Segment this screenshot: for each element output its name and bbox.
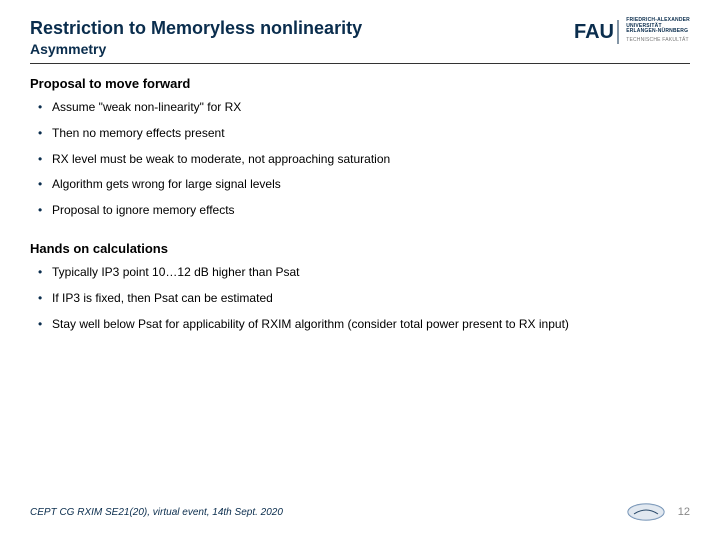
bullet-list: Typically IP3 point 10…12 dB higher than… bbox=[30, 264, 690, 332]
section-heading: Hands on calculations bbox=[30, 241, 690, 256]
page-number: 12 bbox=[678, 506, 690, 518]
list-item: Then no memory effects present bbox=[30, 125, 690, 142]
slide-subtitle: Asymmetry bbox=[30, 41, 574, 57]
list-item: RX level must be weak to moderate, not a… bbox=[30, 151, 690, 168]
footer: CEPT CG RXIM SE21(20), virtual event, 14… bbox=[30, 502, 690, 522]
footer-right: 12 bbox=[626, 502, 690, 522]
bullet-list: Assume "weak non-linearity" for RX Then … bbox=[30, 99, 690, 219]
list-item: Typically IP3 point 10…12 dB higher than… bbox=[30, 264, 690, 281]
title-block: Restriction to Memoryless nonlinearity A… bbox=[30, 18, 574, 57]
section-heading: Proposal to move forward bbox=[30, 76, 690, 91]
footer-text: CEPT CG RXIM SE21(20), virtual event, 14… bbox=[30, 507, 283, 518]
fau-logo-icon: FAU bbox=[574, 18, 620, 46]
logo-uni-line3: ERLANGEN-NÜRNBERG bbox=[626, 29, 690, 35]
logo-text: FRIEDRICH-ALEXANDER UNIVERSITÄT ERLANGEN… bbox=[626, 18, 690, 43]
slide: Restriction to Memoryless nonlinearity A… bbox=[0, 0, 720, 540]
slide-title: Restriction to Memoryless nonlinearity bbox=[30, 18, 574, 39]
footer-logo-icon bbox=[626, 502, 666, 522]
list-item: Assume "weak non-linearity" for RX bbox=[30, 99, 690, 116]
logo-faculty: TECHNISCHE FAKULTÄT bbox=[626, 37, 690, 43]
list-item: Algorithm gets wrong for large signal le… bbox=[30, 176, 690, 193]
list-item: Stay well below Psat for applicability o… bbox=[30, 316, 690, 333]
header: Restriction to Memoryless nonlinearity A… bbox=[30, 18, 690, 64]
list-item: If IP3 is fixed, then Psat can be estima… bbox=[30, 290, 690, 307]
list-item: Proposal to ignore memory effects bbox=[30, 202, 690, 219]
university-logo: FAU FRIEDRICH-ALEXANDER UNIVERSITÄT ERLA… bbox=[574, 18, 690, 46]
svg-text:FAU: FAU bbox=[574, 21, 614, 43]
